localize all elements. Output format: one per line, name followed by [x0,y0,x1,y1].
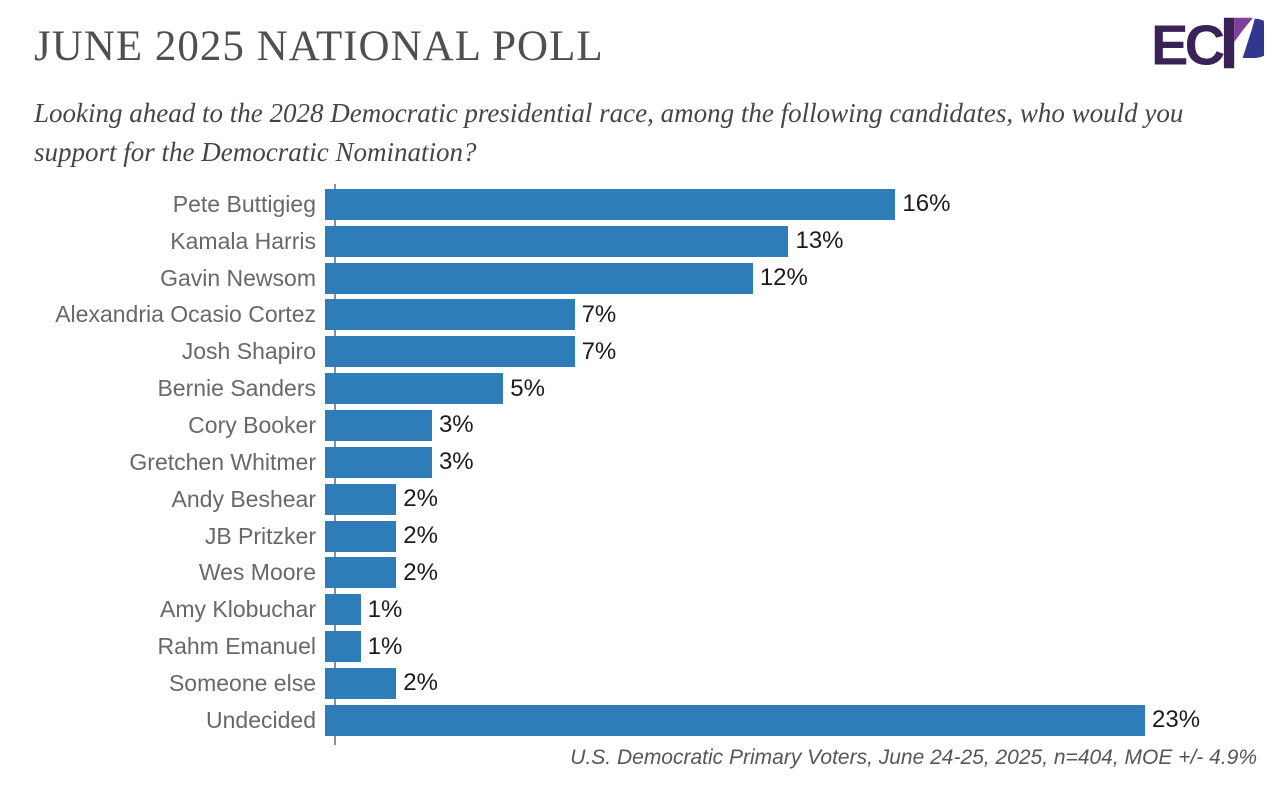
poll-question: Looking ahead to the 2028 Democratic pre… [34,98,1184,167]
bar [325,262,753,294]
bar-track: 1% [325,631,1280,663]
ecp-logo-graphic: EC [1151,14,1275,77]
chart-row: Bernie Sanders 5% [0,370,1280,407]
value-label: 1% [367,595,403,623]
source-note: U.S. Democratic Primary Voters, June 24-… [570,746,1257,769]
chart-row: Cory Booker 3% [0,407,1280,444]
chart-row: Gretchen Whitmer 3% [0,444,1280,481]
value-label: 5% [510,374,545,402]
value-label: 1% [367,632,403,660]
chart-row: Someone else 2% [0,665,1280,702]
category-label: Gavin Newsom [160,264,316,291]
chart-row: Andy Beshear 2% [0,481,1280,518]
category-label: Cory Booker [188,411,316,438]
value-label: 2% [403,558,438,586]
bar-track: 7% [325,299,1280,331]
value-label: 2% [403,669,438,697]
value-label: 7% [581,337,617,365]
bar-chart: Pete Buttigieg 16% Kamala Harris 13% Gavin N… [0,186,1280,739]
category-label: Gretchen Whitmer [129,448,316,475]
bar [325,594,361,626]
bar [325,520,397,552]
value-label: 2% [403,485,438,513]
bar [325,336,575,368]
bar-track: 13% [325,225,1280,257]
chart-row: Kamala Harris 13% [0,223,1280,260]
value-label: 7% [581,300,617,328]
category-label: Kamala Harris [170,227,316,254]
bar [325,373,504,405]
bar [325,557,397,589]
bar-track: 23% [325,704,1280,736]
category-label: Undecided [206,706,316,733]
category-label: Wes Moore [198,559,316,586]
logo-ec-text: EC [1152,14,1224,72]
bar-track: 16% [325,188,1280,220]
bar-track: 2% [325,557,1280,589]
value-label: 16% [902,190,951,218]
bar [325,188,896,220]
chart-row: Alexandria Ocasio Cortez 7% [0,297,1280,334]
category-label: Pete Buttigieg [172,190,316,217]
bar [325,631,361,663]
category-label: JB Pritzker [204,522,316,549]
category-label: Bernie Sanders [157,375,316,402]
bar-track: 3% [325,446,1280,478]
chart-row: Undecided 23% [0,702,1280,739]
bar [325,667,397,699]
category-label: Amy Klobuchar [160,596,316,623]
value-label: 12% [759,264,808,292]
bar [325,446,432,478]
value-label: 3% [438,448,474,476]
bar-track: 1% [325,594,1280,626]
value-label: 23% [1152,706,1201,734]
chart-rows: Pete Buttigieg 16% Kamala Harris 13% Gavin N… [0,186,1280,739]
value-label: 13% [795,227,844,255]
chart-row: JB Pritzker 2% [0,518,1280,555]
chart-row: Wes Moore 2% [0,554,1280,591]
bar [325,483,397,515]
bar-track: 2% [325,520,1280,552]
bar-track: 7% [325,336,1280,368]
bar [325,409,432,441]
bar-track: 5% [325,373,1280,405]
chart-row: Pete Buttigieg 16% [0,186,1280,223]
bar-track: 3% [325,409,1280,441]
bar-track: 2% [325,667,1280,699]
category-label: Rahm Emanuel [157,633,316,660]
category-label: Andy Beshear [171,485,316,512]
bar-track: 2% [325,483,1280,515]
value-label: 3% [438,411,474,439]
category-label: Alexandria Ocasio Cortez [55,301,316,328]
page-title: JUNE 2025 NATIONAL POLL [34,23,604,70]
category-label: Someone else [168,669,316,696]
bar-track: 12% [325,262,1280,294]
ecp-logo: EC [1151,14,1275,77]
bar [325,225,789,257]
chart-row: Rahm Emanuel 1% [0,628,1280,665]
chart-row: Amy Klobuchar 1% [0,591,1280,628]
value-label: 2% [403,522,438,550]
chart-row: Josh Shapiro 7% [0,333,1280,370]
bar [325,704,1145,736]
chart-row: Gavin Newsom 12% [0,260,1280,297]
logo-p-checkmark [1223,17,1275,69]
bar [325,299,575,331]
category-label: Josh Shapiro [181,338,316,365]
